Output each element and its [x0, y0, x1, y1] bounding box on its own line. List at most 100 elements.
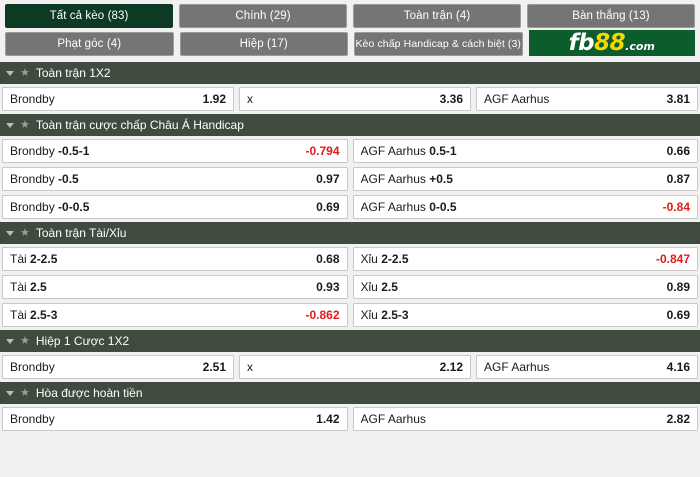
selection-label: Brondby -0.5 [10, 172, 79, 186]
selection-label: AGF Aarhus 0.5-1 [360, 144, 457, 158]
odds-selection-button[interactable]: Xỉu 2.5 0.89 [352, 275, 698, 299]
market-tab-row-1: Tất cả kèo (83) Chính (29) Toàn trận (4) Bà… [5, 4, 695, 28]
odds-selection-button[interactable]: AGF Aarhus 0-0.5 -0.84 [352, 195, 698, 219]
odds-value: 0.97 [316, 172, 340, 186]
handicap-line: 2.5 [30, 280, 47, 294]
odds-value: 2.12 [439, 360, 463, 374]
market-section-header[interactable]: ★ Hòa được hoàn tiền [0, 382, 700, 404]
handicap-line: +0.5 [429, 172, 453, 186]
odds-selection-button[interactable]: Tài 2.5-3 -0.862 [2, 303, 348, 327]
market-section-header[interactable]: ★ Toàn trận cược chấp Châu Á Handicap [0, 114, 700, 136]
star-icon[interactable]: ★ [20, 66, 30, 79]
market-sections: ★ Toàn trận 1X2 Brondby 1.92 x 3.36 AGF Aarhus… [0, 62, 700, 434]
market-section-header[interactable]: ★ Toàn trận 1X2 [0, 62, 700, 84]
odds-selection-button[interactable]: AGF Aarhus 4.16 [476, 355, 698, 379]
tab-row2-2[interactable]: Kèo chấp Handicap & cách biệt (3) [354, 32, 523, 56]
handicap-line: 0-0.5 [429, 200, 457, 214]
odds-value: -0.862 [305, 308, 340, 322]
odds-selection-button[interactable]: Xỉu 2.5-3 0.69 [352, 303, 698, 327]
odds-selection-button[interactable]: Xỉu 2-2.5 -0.847 [352, 247, 698, 271]
tab-row1-3[interactable]: Bàn thắng (13) [527, 4, 695, 28]
odds-selection-button[interactable]: Tài 2-2.5 0.68 [2, 247, 348, 271]
chevron-down-icon[interactable] [6, 70, 14, 76]
odds-value: 0.68 [316, 252, 340, 266]
odds-value: 1.42 [316, 412, 340, 426]
tab-label: Bàn thắng (13) [572, 10, 650, 22]
tab-label: Toàn trận (4) [403, 10, 471, 22]
market-rows: Tài 2-2.5 0.68 Xỉu 2-2.5 -0.847 Tài 2.5 0.93 X… [0, 244, 700, 330]
odds-value: 3.81 [666, 92, 690, 106]
odds-selection-button[interactable]: Brondby 1.92 [2, 87, 234, 111]
selection-label: Brondby [10, 92, 55, 106]
market-tab-row-2: Phạt góc (4) Hiệp (17) Kèo chấp Handicap &… [5, 30, 695, 56]
tab-label: Chính (29) [235, 10, 291, 22]
odds-selection-button[interactable]: AGF Aarhus +0.5 0.87 [352, 167, 698, 191]
odds-selection-button[interactable]: AGF Aarhus 3.81 [476, 87, 698, 111]
selection-label: Xỉu 2-2.5 [360, 252, 409, 266]
selection-label: AGF Aarhus [360, 412, 426, 426]
handicap-line: 2.5 [381, 280, 398, 294]
star-icon[interactable]: ★ [20, 386, 30, 399]
odds-value: -0.847 [655, 252, 690, 266]
market-row: Tài 2.5 0.93 Xỉu 2.5 0.89 [2, 275, 698, 299]
odds-value: 3.36 [439, 92, 463, 106]
tab-row1-0[interactable]: Tất cả kèo (83) [5, 4, 173, 28]
market-row: Brondby 2.51 x 2.12 AGF Aarhus 4.16 [2, 355, 698, 379]
market-section: ★ Hòa được hoàn tiền Brondby 1.42 AGF Aarhus… [0, 382, 700, 434]
market-row: Brondby 1.92 x 3.36 AGF Aarhus 3.81 [2, 87, 698, 111]
chevron-down-icon[interactable] [6, 230, 14, 236]
odds-selection-button[interactable]: Brondby -0.5 0.97 [2, 167, 348, 191]
logo-text-fb: fb [568, 30, 595, 56]
selection-label: Brondby [10, 412, 55, 426]
odds-value: 1.92 [202, 92, 226, 106]
odds-value: 0.69 [666, 308, 690, 322]
star-icon[interactable]: ★ [20, 226, 30, 239]
market-section-header[interactable]: ★ Hiệp 1 Cược 1X2 [0, 330, 700, 352]
tab-label: Hiệp (17) [239, 38, 288, 50]
odds-value: 4.16 [666, 360, 690, 374]
handicap-line: -0.5-1 [58, 144, 90, 158]
odds-selection-button[interactable]: x 2.12 [239, 355, 471, 379]
market-section-header[interactable]: ★ Toàn trận Tài/Xỉu [0, 222, 700, 244]
tab-row1-1[interactable]: Chính (29) [179, 4, 347, 28]
handicap-line: 2-2.5 [381, 252, 409, 266]
selection-label: Brondby -0.5-1 [10, 144, 90, 158]
tab-label: Kèo chấp Handicap & cách biệt (3) [355, 38, 522, 50]
fb88-logo[interactable]: fb88.com [528, 30, 695, 56]
market-section: ★ Toàn trận cược chấp Châu Á Handicap Bron… [0, 114, 700, 222]
logo-text-com: .com [625, 39, 655, 53]
tab-row2-0[interactable]: Phạt góc (4) [5, 32, 174, 56]
tab-label: Phạt góc (4) [57, 38, 122, 50]
selection-label: AGF Aarhus [484, 92, 550, 106]
odds-value: 0.93 [316, 280, 340, 294]
odds-selection-button[interactable]: Brondby 1.42 [2, 407, 348, 431]
selection-label: x [247, 92, 253, 106]
odds-value: -0.794 [305, 144, 340, 158]
odds-selection-button[interactable]: Tài 2.5 0.93 [2, 275, 348, 299]
tab-row2-1[interactable]: Hiệp (17) [179, 32, 348, 56]
star-icon[interactable]: ★ [20, 118, 30, 131]
odds-selection-button[interactable]: Brondby -0.5-1 -0.794 [2, 139, 348, 163]
chevron-down-icon[interactable] [6, 122, 14, 128]
odds-selection-button[interactable]: x 3.36 [239, 87, 471, 111]
handicap-line: 2-2.5 [30, 252, 58, 266]
chevron-down-icon[interactable] [6, 390, 14, 396]
odds-value: 2.82 [666, 412, 690, 426]
selection-label: AGF Aarhus +0.5 [360, 172, 453, 186]
tab-label: Tất cả kèo (83) [49, 10, 129, 22]
market-rows: Brondby -0.5-1 -0.794 AGF Aarhus 0.5-1 0.66… [0, 136, 700, 222]
selection-label: Brondby -0-0.5 [10, 200, 90, 214]
tab-row1-2[interactable]: Toàn trận (4) [353, 4, 521, 28]
odds-selection-button[interactable]: AGF Aarhus 0.5-1 0.66 [352, 139, 698, 163]
market-section-title: Hòa được hoàn tiền [35, 386, 143, 400]
market-section-title: Toàn trận cược chấp Châu Á Handicap [35, 118, 244, 132]
odds-selection-button[interactable]: Brondby 2.51 [2, 355, 234, 379]
selection-label: Tài 2.5 [10, 280, 47, 294]
handicap-line: -0.5 [58, 172, 79, 186]
chevron-down-icon[interactable] [6, 338, 14, 344]
odds-value: 0.89 [666, 280, 690, 294]
odds-selection-button[interactable]: AGF Aarhus 2.82 [352, 407, 698, 431]
star-icon[interactable]: ★ [20, 334, 30, 347]
odds-selection-button[interactable]: Brondby -0-0.5 0.69 [2, 195, 348, 219]
